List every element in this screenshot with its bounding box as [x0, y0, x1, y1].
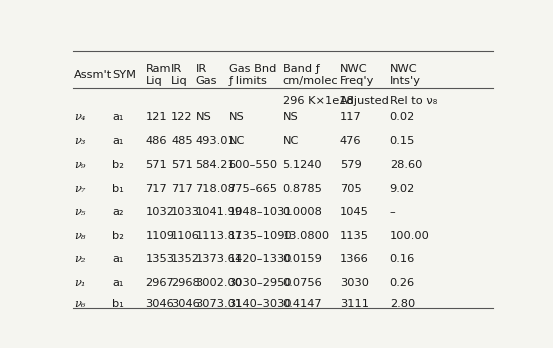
Text: b₁: b₁ — [112, 299, 124, 309]
Text: a₂: a₂ — [112, 207, 123, 217]
Text: 3030: 3030 — [340, 278, 369, 288]
Text: Assm't: Assm't — [74, 70, 112, 80]
Text: 1045: 1045 — [340, 207, 369, 217]
Text: NWC
Ints'y: NWC Ints'y — [390, 64, 421, 86]
Text: 1420–1330: 1420–1330 — [228, 254, 292, 264]
Text: IR
Gas: IR Gas — [196, 64, 217, 86]
Text: NS: NS — [228, 112, 244, 122]
Text: 718.08: 718.08 — [196, 184, 236, 193]
Text: 2.80: 2.80 — [390, 299, 415, 309]
Text: 0.15: 0.15 — [390, 136, 415, 147]
Text: Adjusted: Adjusted — [340, 96, 390, 106]
Text: 3073.01: 3073.01 — [196, 299, 243, 309]
Text: 717: 717 — [171, 184, 193, 193]
Text: 122: 122 — [171, 112, 192, 122]
Text: 3002.00: 3002.00 — [196, 278, 243, 288]
Text: NS: NS — [196, 112, 211, 122]
Text: b₁: b₁ — [112, 184, 124, 193]
Text: 1048–1031: 1048–1031 — [228, 207, 292, 217]
Text: a₁: a₁ — [112, 254, 123, 264]
Text: 0.16: 0.16 — [390, 254, 415, 264]
Text: 0.0756: 0.0756 — [283, 278, 322, 288]
Text: ν₃: ν₃ — [74, 136, 86, 147]
Text: ν₁: ν₁ — [74, 278, 86, 288]
Text: NWC
Freq'y: NWC Freq'y — [340, 64, 374, 86]
Text: 1135–1090: 1135–1090 — [228, 231, 293, 241]
Text: ν₆: ν₆ — [74, 299, 86, 309]
Text: ν₄: ν₄ — [74, 112, 86, 122]
Text: ν₂: ν₂ — [74, 254, 86, 264]
Text: 1135: 1135 — [340, 231, 369, 241]
Text: 1041.99: 1041.99 — [196, 207, 243, 217]
Text: 0.4147: 0.4147 — [283, 299, 322, 309]
Text: 1032: 1032 — [145, 207, 174, 217]
Text: 717: 717 — [145, 184, 167, 193]
Text: 0.8785: 0.8785 — [283, 184, 322, 193]
Text: 493.01: 493.01 — [196, 136, 236, 147]
Text: 486: 486 — [145, 136, 167, 147]
Text: 0.02: 0.02 — [390, 112, 415, 122]
Text: 2967: 2967 — [145, 278, 174, 288]
Text: b₂: b₂ — [112, 231, 124, 241]
Text: 0.0159: 0.0159 — [283, 254, 322, 264]
Text: 705: 705 — [340, 184, 362, 193]
Text: NS: NS — [283, 112, 298, 122]
Text: Ram
Liq: Ram Liq — [145, 64, 171, 86]
Text: Rel to ν₈: Rel to ν₈ — [390, 96, 437, 106]
Text: 3030–2950: 3030–2950 — [228, 278, 292, 288]
Text: 485: 485 — [171, 136, 193, 147]
Text: 13.0800: 13.0800 — [283, 231, 330, 241]
Text: 296 K×1e18: 296 K×1e18 — [283, 96, 353, 106]
Text: 3111: 3111 — [340, 299, 369, 309]
Text: 476: 476 — [340, 136, 362, 147]
Text: ν₉: ν₉ — [74, 160, 86, 170]
Text: 3140–3030: 3140–3030 — [228, 299, 292, 309]
Text: –: – — [390, 207, 395, 217]
Text: 1366: 1366 — [340, 254, 369, 264]
Text: a₁: a₁ — [112, 278, 123, 288]
Text: 1373.61: 1373.61 — [196, 254, 243, 264]
Text: SYM: SYM — [112, 70, 136, 80]
Text: 1106: 1106 — [171, 231, 200, 241]
Text: 1113.87: 1113.87 — [196, 231, 243, 241]
Text: 3046: 3046 — [145, 299, 174, 309]
Text: ν₇: ν₇ — [74, 184, 86, 193]
Text: ν₈: ν₈ — [74, 231, 86, 241]
Text: 3046: 3046 — [171, 299, 200, 309]
Text: 9.02: 9.02 — [390, 184, 415, 193]
Text: 1033: 1033 — [171, 207, 200, 217]
Text: 571: 571 — [145, 160, 167, 170]
Text: b₂: b₂ — [112, 160, 124, 170]
Text: Gas Bnd
ƒ limits: Gas Bnd ƒ limits — [228, 64, 276, 86]
Text: NC: NC — [283, 136, 299, 147]
Text: ν₅: ν₅ — [74, 207, 86, 217]
Text: 1353: 1353 — [145, 254, 174, 264]
Text: 579: 579 — [340, 160, 362, 170]
Text: 2968: 2968 — [171, 278, 200, 288]
Text: IR
Liq: IR Liq — [171, 64, 188, 86]
Text: 121: 121 — [145, 112, 167, 122]
Text: 1109: 1109 — [145, 231, 174, 241]
Text: 0.26: 0.26 — [390, 278, 415, 288]
Text: 571: 571 — [171, 160, 193, 170]
Text: 1352: 1352 — [171, 254, 200, 264]
Text: NC: NC — [228, 136, 245, 147]
Text: 584.21: 584.21 — [196, 160, 235, 170]
Text: Band ƒ
cm/molec: Band ƒ cm/molec — [283, 64, 338, 86]
Text: 100.00: 100.00 — [390, 231, 430, 241]
Text: a₁: a₁ — [112, 136, 123, 147]
Text: 5.1240: 5.1240 — [283, 160, 322, 170]
Text: 117: 117 — [340, 112, 362, 122]
Text: 28.60: 28.60 — [390, 160, 422, 170]
Text: a₁: a₁ — [112, 112, 123, 122]
Text: 0.0008: 0.0008 — [283, 207, 322, 217]
Text: 600–550: 600–550 — [228, 160, 278, 170]
Text: 775–665: 775–665 — [228, 184, 278, 193]
